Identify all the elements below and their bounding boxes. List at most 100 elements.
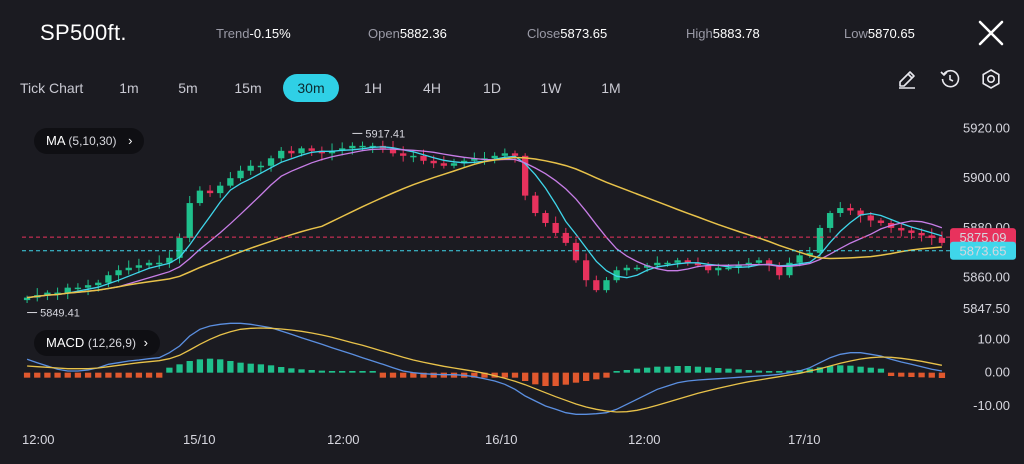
candle-body bbox=[491, 155, 498, 159]
settings-button[interactable] bbox=[980, 68, 1002, 90]
candle-body bbox=[837, 208, 844, 214]
candle-body bbox=[694, 262, 702, 266]
candle-body bbox=[704, 265, 712, 271]
tab-4h[interactable]: 4H bbox=[423, 80, 441, 96]
macd-histogram-bar bbox=[369, 371, 376, 373]
macd-histogram-bar bbox=[847, 365, 854, 373]
candle-body bbox=[826, 213, 834, 228]
candle-body bbox=[654, 262, 661, 266]
macd-histogram-bar bbox=[135, 372, 143, 378]
candle-body bbox=[918, 232, 925, 236]
candle-body bbox=[857, 210, 864, 216]
ma5-line bbox=[27, 146, 943, 299]
macd-histogram-bar bbox=[176, 364, 183, 373]
candle-body bbox=[633, 267, 641, 270]
time-axis-label: 17/10 bbox=[788, 432, 821, 447]
macd-histogram-bar bbox=[603, 372, 610, 378]
price-tag-label-bid: 5875.09 bbox=[960, 230, 1007, 245]
candle-body bbox=[64, 287, 71, 293]
candle-body bbox=[735, 265, 742, 268]
candle-body bbox=[542, 213, 549, 223]
macd-histogram-bar bbox=[84, 372, 92, 378]
draw-tool-button[interactable] bbox=[896, 68, 918, 90]
candle-body bbox=[593, 280, 600, 291]
tab-1w[interactable]: 1W bbox=[540, 80, 562, 96]
macd-histogram-bar bbox=[74, 372, 82, 378]
macd-histogram-bar bbox=[166, 367, 173, 373]
macd-histogram-bar bbox=[44, 372, 51, 378]
macd-histogram-bar bbox=[654, 366, 661, 373]
macd-histogram-bar bbox=[562, 372, 569, 385]
macd-histogram-bar bbox=[755, 370, 763, 373]
price-tick-label: 5920.00 bbox=[963, 120, 1010, 135]
time-axis-label: 16/10 bbox=[485, 432, 518, 447]
macd-histogram-bar bbox=[877, 368, 885, 373]
macd-histogram-bar bbox=[664, 366, 671, 373]
candle-body bbox=[288, 150, 295, 154]
tab-1m[interactable]: 1m bbox=[119, 80, 139, 96]
macd-histogram-bar bbox=[34, 372, 41, 378]
candle-body bbox=[389, 148, 397, 154]
macd-indicator-pill[interactable]: MACD (12,26,9) › bbox=[34, 330, 160, 356]
macd-histogram-bar bbox=[237, 362, 244, 373]
candle-body bbox=[806, 252, 813, 256]
macd-histogram-bar bbox=[816, 367, 824, 373]
macd-histogram-bar bbox=[349, 371, 356, 373]
candle-body bbox=[339, 148, 346, 151]
macd-histogram-bar bbox=[887, 372, 895, 376]
candle-body bbox=[237, 170, 244, 179]
macd-histogram-bar bbox=[247, 363, 254, 373]
macd-histogram-bar bbox=[23, 372, 31, 378]
macd-signal-line bbox=[27, 327, 943, 413]
tab-1d[interactable]: 1D bbox=[483, 80, 501, 96]
candle-body bbox=[867, 215, 874, 221]
macd-histogram-bar bbox=[471, 372, 478, 378]
macd-line bbox=[26, 322, 943, 415]
candle-body bbox=[715, 267, 722, 271]
macd-histogram-bar bbox=[267, 365, 275, 373]
tab-1h[interactable]: 1H bbox=[364, 80, 382, 96]
time-axis-label: 12:00 bbox=[628, 432, 661, 447]
tab-15m[interactable]: 15m bbox=[234, 80, 262, 96]
candle-body bbox=[298, 148, 305, 154]
history-button[interactable] bbox=[939, 68, 961, 90]
macd-histogram-bar bbox=[532, 372, 539, 385]
macd-histogram-bar bbox=[938, 372, 946, 378]
macd-histogram-bar bbox=[552, 372, 559, 386]
close-icon bbox=[978, 20, 1004, 46]
candle-body bbox=[206, 190, 214, 194]
macd-tick-label: 0.00 bbox=[985, 365, 1010, 380]
candle-body bbox=[420, 155, 427, 161]
macd-histogram-bar bbox=[511, 372, 519, 378]
macd-histogram-bar bbox=[593, 372, 600, 380]
macd-histogram-bar bbox=[694, 366, 702, 373]
tab-1mo[interactable]: 1M bbox=[601, 80, 621, 96]
candle-body bbox=[44, 292, 51, 296]
macd-histogram-bar bbox=[684, 366, 691, 373]
macd-histogram-bar bbox=[400, 372, 407, 378]
macd-histogram-bar bbox=[745, 370, 752, 373]
candle-body bbox=[613, 270, 620, 281]
symbol-title: SP500ft. bbox=[40, 20, 127, 45]
tab-30m[interactable]: 30m bbox=[283, 74, 339, 102]
macd-histogram-bar bbox=[389, 372, 397, 378]
macd-histogram-bar bbox=[206, 358, 214, 373]
macd-histogram-bar bbox=[115, 372, 122, 378]
macd-histogram-bar bbox=[765, 371, 773, 373]
macd-histogram-bar bbox=[867, 367, 874, 373]
price-tag-ask bbox=[950, 241, 1016, 260]
ma-indicator-pill[interactable]: MA (5,10,30) › bbox=[34, 128, 145, 154]
candle-body bbox=[796, 255, 803, 263]
macd-histogram-bar bbox=[918, 372, 925, 378]
candle-body bbox=[816, 227, 824, 253]
candle-body bbox=[257, 165, 265, 168]
tab-tick-chart[interactable]: Tick Chart bbox=[20, 80, 84, 96]
tab-5m[interactable]: 5m bbox=[178, 80, 198, 96]
chevron-right-icon: › bbox=[143, 335, 148, 350]
candle-body bbox=[308, 148, 315, 151]
macd-histogram-bar bbox=[674, 366, 681, 373]
close-button[interactable] bbox=[976, 18, 1006, 48]
candle-body bbox=[349, 145, 356, 149]
candle-body bbox=[674, 260, 681, 263]
